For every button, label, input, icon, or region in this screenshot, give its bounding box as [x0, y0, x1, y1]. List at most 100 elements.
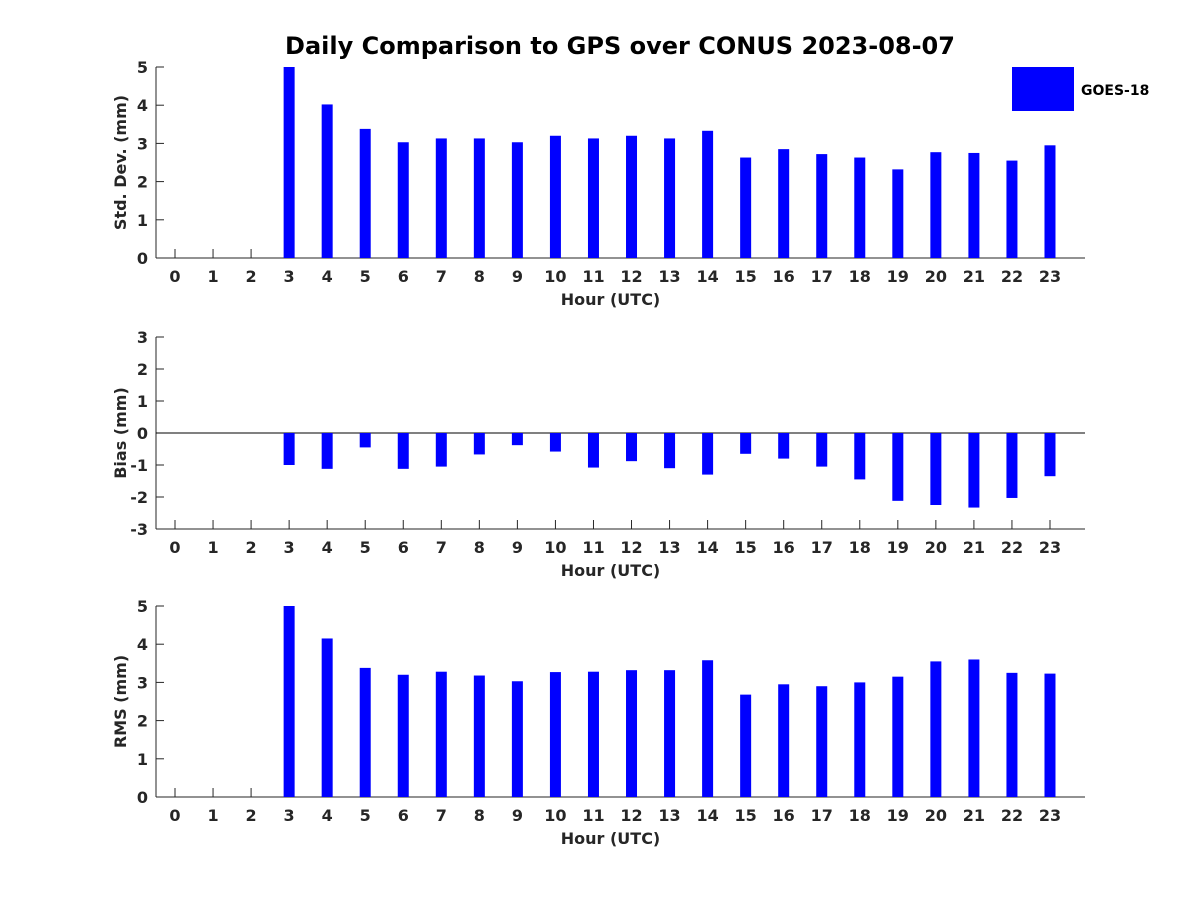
bar-hour-22 [1006, 433, 1018, 498]
bar-hour-11 [587, 433, 599, 468]
x-tick-label: 14 [696, 806, 718, 825]
y-axis-label: Bias (mm) [111, 387, 130, 479]
x-tick-label: 11 [582, 267, 604, 286]
bar-hour-3 [283, 433, 295, 465]
x-tick-label: 15 [735, 538, 757, 557]
bar-hour-8 [473, 138, 485, 258]
x-tick-label: 19 [887, 538, 909, 557]
y-tick-label: 4 [137, 96, 148, 115]
bar-hour-16 [778, 149, 790, 258]
x-tick-label: 12 [620, 806, 642, 825]
x-tick-label: 6 [398, 806, 409, 825]
x-tick-label: 6 [398, 267, 409, 286]
x-tick-label: 20 [925, 806, 947, 825]
bar-hour-7 [435, 671, 447, 797]
x-tick-label: 2 [246, 538, 257, 557]
legend-swatch [1012, 67, 1074, 111]
y-tick-label: 0 [137, 424, 148, 443]
x-tick-label: 4 [322, 806, 333, 825]
x-tick-label: 0 [169, 267, 180, 286]
y-tick-label: -3 [130, 520, 148, 539]
x-tick-label: 7 [436, 538, 447, 557]
bar-hour-23 [1044, 673, 1056, 797]
x-tick-label: 14 [696, 267, 718, 286]
x-tick-label: 5 [360, 806, 371, 825]
x-tick-label: 12 [620, 538, 642, 557]
bar-hour-6 [397, 433, 409, 469]
x-tick-label: 15 [735, 267, 757, 286]
bar-hour-10 [549, 135, 561, 258]
bar-hour-11 [587, 138, 599, 258]
bar-hour-16 [778, 433, 790, 459]
bar-hour-8 [473, 675, 485, 797]
x-tick-label: 5 [360, 538, 371, 557]
bar-hour-5 [359, 433, 371, 448]
bar-hour-10 [549, 672, 561, 797]
bar-hour-16 [778, 684, 790, 797]
x-tick-label: 3 [284, 806, 295, 825]
y-tick-label: 3 [137, 328, 148, 347]
x-axis-label: Hour (UTC) [561, 290, 661, 309]
x-tick-label: 22 [1001, 538, 1023, 557]
x-tick-label: 13 [658, 267, 680, 286]
bar-hour-14 [702, 433, 714, 475]
x-tick-label: 17 [811, 267, 833, 286]
x-tick-label: 6 [398, 538, 409, 557]
y-tick-label: 3 [137, 673, 148, 692]
x-tick-label: 22 [1001, 806, 1023, 825]
x-tick-label: 13 [658, 538, 680, 557]
x-tick-label: 17 [811, 806, 833, 825]
x-tick-label: 9 [512, 267, 523, 286]
bar-hour-20 [930, 433, 942, 505]
x-axis-label: Hour (UTC) [561, 561, 661, 580]
bar-hour-21 [968, 433, 980, 508]
x-tick-label: 22 [1001, 267, 1023, 286]
x-tick-label: 10 [544, 806, 566, 825]
x-tick-label: 21 [963, 267, 985, 286]
bar-hour-4 [321, 638, 333, 797]
x-tick-label: 8 [474, 538, 485, 557]
x-tick-label: 19 [887, 267, 909, 286]
x-tick-label: 11 [582, 538, 604, 557]
bar-hour-5 [359, 128, 371, 258]
x-tick-label: 1 [207, 806, 218, 825]
x-tick-label: 0 [169, 806, 180, 825]
bar-hour-21 [968, 659, 980, 797]
bar-hour-6 [397, 674, 409, 797]
bar-hour-19 [892, 433, 904, 501]
bar-hour-9 [511, 681, 523, 797]
chart-title: Daily Comparison to GPS over CONUS 2023-… [285, 32, 955, 60]
bar-hour-17 [816, 433, 828, 467]
bar-hour-15 [740, 694, 752, 797]
legend: GOES-18 [1012, 67, 1149, 111]
x-tick-label: 9 [512, 806, 523, 825]
bar-hour-11 [587, 671, 599, 797]
x-tick-label: 4 [322, 267, 333, 286]
bar-hour-3 [283, 606, 295, 797]
x-tick-label: 16 [773, 806, 795, 825]
x-tick-label: 23 [1039, 267, 1061, 286]
y-tick-label: 4 [137, 635, 148, 654]
x-tick-label: 11 [582, 806, 604, 825]
bar-hour-6 [397, 142, 409, 258]
y-tick-label: 2 [137, 173, 148, 192]
x-tick-label: 17 [811, 538, 833, 557]
bar-hour-3 [283, 67, 295, 258]
x-tick-label: 4 [322, 538, 333, 557]
x-tick-label: 7 [436, 267, 447, 286]
x-tick-label: 14 [696, 538, 718, 557]
x-tick-label: 3 [284, 267, 295, 286]
bar-hour-15 [740, 433, 752, 454]
x-tick-label: 15 [735, 806, 757, 825]
bar-hour-15 [740, 157, 752, 258]
bar-hour-4 [321, 104, 333, 258]
y-axis-label: Std. Dev. (mm) [111, 95, 130, 230]
x-tick-label: 12 [620, 267, 642, 286]
bar-hour-17 [816, 154, 828, 258]
bar-hour-18 [854, 157, 866, 258]
bar-hour-14 [702, 660, 714, 797]
y-tick-label: -2 [130, 488, 148, 507]
